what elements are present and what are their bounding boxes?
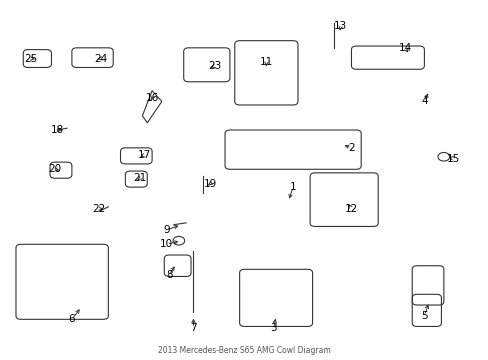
Text: 14: 14	[398, 43, 411, 53]
Text: 9: 9	[163, 225, 170, 235]
Text: 15: 15	[446, 154, 459, 163]
Text: 13: 13	[333, 21, 346, 31]
Text: 2013 Mercedes-Benz S65 AMG Cowl Diagram: 2013 Mercedes-Benz S65 AMG Cowl Diagram	[158, 346, 330, 355]
Text: 6: 6	[68, 314, 75, 324]
Text: 4: 4	[420, 96, 427, 107]
Text: 23: 23	[208, 61, 222, 71]
Text: 11: 11	[259, 57, 272, 67]
Text: 16: 16	[145, 93, 159, 103]
Text: 10: 10	[160, 239, 173, 249]
Text: 20: 20	[48, 164, 61, 174]
Text: 8: 8	[165, 270, 172, 280]
Text: 17: 17	[138, 150, 151, 160]
Text: 7: 7	[190, 323, 196, 333]
Text: 18: 18	[51, 125, 64, 135]
Text: 3: 3	[270, 323, 276, 333]
Text: 12: 12	[344, 203, 357, 213]
Text: 22: 22	[92, 203, 105, 213]
Text: 5: 5	[420, 311, 427, 321]
Text: 21: 21	[133, 173, 146, 183]
Text: 25: 25	[24, 54, 37, 64]
Text: 2: 2	[347, 143, 354, 153]
Text: 1: 1	[289, 182, 296, 192]
Text: 24: 24	[94, 54, 107, 64]
Text: 19: 19	[203, 179, 217, 189]
